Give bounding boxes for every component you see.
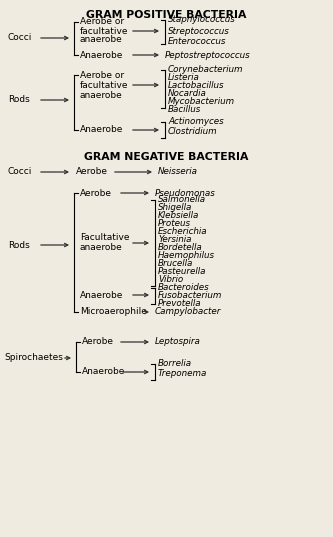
Text: Vibrio: Vibrio bbox=[158, 275, 183, 285]
Text: Enterococcus: Enterococcus bbox=[168, 38, 226, 47]
Text: Bordetella: Bordetella bbox=[158, 243, 203, 252]
Text: facultative: facultative bbox=[80, 26, 129, 35]
Text: GRAM POSITIVE BACTERIA: GRAM POSITIVE BACTERIA bbox=[86, 10, 246, 20]
Text: Prevotella: Prevotella bbox=[158, 300, 201, 308]
Text: Anaerobe: Anaerobe bbox=[82, 367, 126, 376]
Text: Mycobacterium: Mycobacterium bbox=[168, 98, 235, 106]
Text: Neisseria: Neisseria bbox=[158, 168, 198, 177]
Text: Treponema: Treponema bbox=[158, 369, 207, 379]
Text: Klebsiella: Klebsiella bbox=[158, 212, 199, 221]
Text: Haemophilus: Haemophilus bbox=[158, 251, 215, 260]
Text: Cocci: Cocci bbox=[8, 33, 32, 42]
Text: Escherichia: Escherichia bbox=[158, 228, 207, 236]
Text: Aerobe or: Aerobe or bbox=[80, 18, 124, 26]
Text: facultative: facultative bbox=[80, 81, 129, 90]
Text: Aerobe or: Aerobe or bbox=[80, 70, 124, 79]
Text: Anaerobe: Anaerobe bbox=[80, 291, 123, 300]
Text: Microaerophile: Microaerophile bbox=[80, 308, 147, 316]
Text: Yersinia: Yersinia bbox=[158, 236, 191, 244]
Text: Pseudomonas: Pseudomonas bbox=[155, 188, 216, 198]
Text: Aerobe: Aerobe bbox=[76, 168, 108, 177]
Text: Shigella: Shigella bbox=[158, 204, 192, 213]
Text: Aerobe: Aerobe bbox=[82, 337, 114, 346]
Text: Campylobacter: Campylobacter bbox=[155, 308, 221, 316]
Text: Anaerobe: Anaerobe bbox=[80, 126, 123, 134]
Text: Salmonella: Salmonella bbox=[158, 195, 206, 205]
Text: Actinomyces: Actinomyces bbox=[168, 118, 224, 127]
Text: Lactobacillus: Lactobacillus bbox=[168, 82, 224, 91]
Text: Facultative: Facultative bbox=[80, 234, 130, 243]
Text: Bacillus: Bacillus bbox=[168, 105, 201, 114]
Text: GRAM NEGATIVE BACTERIA: GRAM NEGATIVE BACTERIA bbox=[84, 152, 248, 162]
Text: Rods: Rods bbox=[8, 96, 30, 105]
Text: Leptospira: Leptospira bbox=[155, 337, 201, 346]
Text: Proteus: Proteus bbox=[158, 220, 191, 229]
Text: Borrelia: Borrelia bbox=[158, 359, 192, 368]
Text: Streptococcus: Streptococcus bbox=[168, 26, 230, 35]
Text: Cocci: Cocci bbox=[8, 168, 32, 177]
Text: Fusobacterium: Fusobacterium bbox=[158, 292, 222, 301]
Text: Listeria: Listeria bbox=[168, 74, 200, 83]
Text: Bacteroides: Bacteroides bbox=[158, 284, 210, 293]
Text: Brucella: Brucella bbox=[158, 259, 193, 268]
Text: Peptostreptococcus: Peptostreptococcus bbox=[165, 50, 251, 60]
Text: Staphylococcus: Staphylococcus bbox=[168, 16, 236, 25]
Text: Aerobe: Aerobe bbox=[80, 188, 112, 198]
Text: Clostridium: Clostridium bbox=[168, 127, 218, 136]
Text: Pasteurella: Pasteurella bbox=[158, 267, 206, 277]
Text: Corynebacterium: Corynebacterium bbox=[168, 66, 243, 75]
Text: anaerobe: anaerobe bbox=[80, 91, 123, 99]
Text: anaerobe: anaerobe bbox=[80, 243, 123, 252]
Text: Nocardia: Nocardia bbox=[168, 90, 207, 98]
Text: Spirochaetes: Spirochaetes bbox=[4, 353, 63, 362]
Text: Anaerobe: Anaerobe bbox=[80, 50, 123, 60]
Text: anaerobe: anaerobe bbox=[80, 35, 123, 45]
Text: Rods: Rods bbox=[8, 241, 30, 250]
